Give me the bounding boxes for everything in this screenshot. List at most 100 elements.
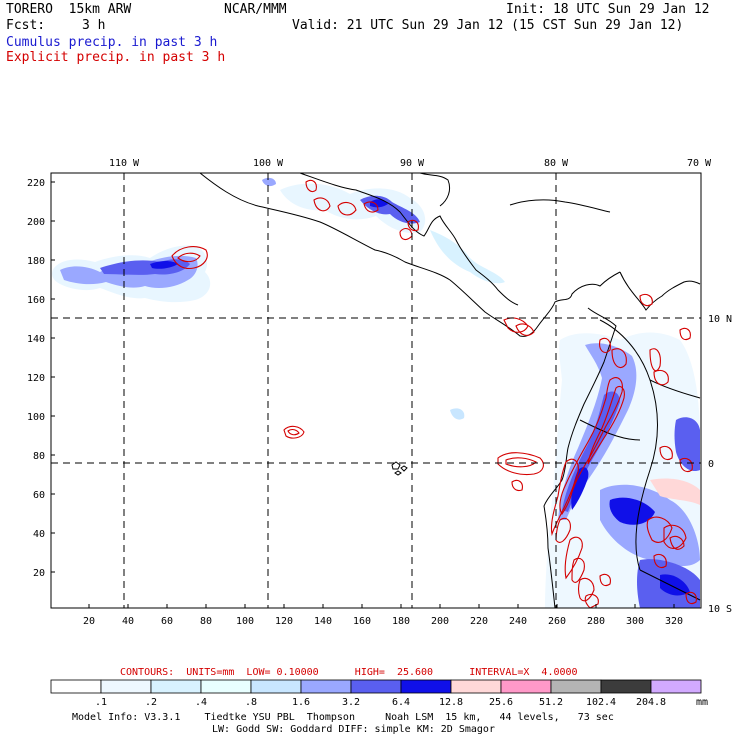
- shade-amazon-pink: [650, 478, 700, 505]
- x-tick-label: 180: [392, 616, 410, 627]
- x-tick-label: 300: [626, 616, 644, 627]
- x-tick-label: 220: [470, 616, 488, 627]
- legend-swatch: [50, 679, 102, 694]
- legend-label: .4: [194, 697, 208, 708]
- legend-swatch: [200, 679, 252, 694]
- x-tick-label: 20: [83, 616, 95, 627]
- forecast-label: Fcst:: [6, 18, 46, 33]
- x-tick-label: 60: [161, 616, 173, 627]
- coast-central-america-caribbean: [299, 173, 519, 306]
- legend-colorbar: [50, 679, 702, 694]
- legend-label: .2: [144, 697, 158, 708]
- legend-swatch: [250, 679, 302, 694]
- legend-swatch: [300, 679, 352, 694]
- legend-label: 12.8: [438, 697, 464, 708]
- x-tick-label: 40: [122, 616, 134, 627]
- legend-swatch: [600, 679, 652, 694]
- contour-pacific: [171, 246, 208, 270]
- x-tick-label: 280: [587, 616, 605, 627]
- coast-cuba: [509, 199, 611, 213]
- border-colombia-peru: [599, 319, 658, 571]
- legend-swatch: [550, 679, 602, 694]
- legend-swatch: [100, 679, 152, 694]
- lon-labels: 110 W 100 W 90 W 80 W 70 W: [109, 158, 712, 169]
- contour-venezuela: [639, 293, 691, 341]
- legend-swatch: [450, 679, 502, 694]
- y-tick-label: 200: [27, 217, 45, 228]
- shade-central-america-south: [430, 230, 505, 284]
- model-title: TORERO 15km ARW: [6, 2, 132, 17]
- shade-central-america-outer: [280, 183, 426, 234]
- field-label-cumulus: Cumulus precip. in past 3 h: [6, 35, 218, 50]
- y-tick-label: 180: [27, 256, 45, 267]
- y-tick-label: 40: [33, 529, 45, 540]
- lon-label: 110 W: [109, 158, 140, 169]
- lon-label: 90 W: [400, 158, 425, 169]
- x-tick-label: 200: [431, 616, 449, 627]
- y-tick-label: 60: [33, 490, 45, 501]
- lat-labels: 10 N 0 10 S: [708, 314, 732, 615]
- legend-label: .8: [244, 697, 258, 708]
- y-tick-label: 140: [27, 334, 45, 345]
- coast-yucatan: [419, 173, 451, 207]
- contour-peru-south: [577, 573, 611, 608]
- model-info-line1: Model Info: V3.3.1 Tiedtke YSU PBL Thomp…: [72, 712, 614, 723]
- contours-info: CONTOURS: UNITS=mm LOW= 0.10000 HIGH= 25…: [120, 667, 578, 678]
- contour-andes-ridge: [559, 377, 623, 515]
- legend-label: 204.8: [635, 697, 667, 708]
- border-peru-bolivia: [639, 569, 701, 601]
- org-label: NCAR/MMM: [224, 2, 287, 17]
- y-tick-label: 220: [27, 178, 45, 189]
- map-frame: [50, 172, 702, 609]
- lon-label: 70 W: [687, 158, 712, 169]
- legend-label: 51.2: [538, 697, 564, 708]
- y-tick-label: 80: [33, 451, 45, 462]
- legend-swatch: [400, 679, 452, 694]
- shade-amazon-east: [674, 417, 700, 472]
- contour-eastern-pacific: [497, 452, 544, 492]
- x-tick-label: 240: [509, 616, 527, 627]
- coast-central-america-pacific: [199, 173, 621, 337]
- contour-peru-east: [646, 516, 687, 550]
- contour-colombia-north: [599, 337, 669, 386]
- contour-andes-inner: [587, 385, 625, 465]
- x-tick-label: 140: [314, 616, 332, 627]
- lat-label: 0: [708, 459, 714, 470]
- legend-label: 102.4: [585, 697, 617, 708]
- contour-gulf-1: [305, 179, 317, 193]
- coast-galapagos: [391, 461, 408, 476]
- legend-swatch: [650, 679, 702, 694]
- shade-pacific-core: [150, 261, 178, 269]
- lon-label: 100 W: [253, 158, 284, 169]
- precip-shading: [52, 177, 700, 608]
- model-info-line2: LW: Godd SW: Goddard DIFF: simple KM: 2D…: [212, 724, 495, 735]
- shade-central-america-core: [370, 199, 388, 208]
- axis-ticks: [51, 181, 675, 608]
- y-tick-labels: 220 200 180 160 140 120 100 80 60 40 20: [27, 178, 45, 579]
- y-tick-label: 20: [33, 568, 45, 579]
- legend-label: 3.2: [341, 697, 361, 708]
- border-ecuador: [579, 419, 641, 441]
- coast-venezuela: [619, 271, 701, 311]
- coast-south-america-pacific: [543, 307, 617, 608]
- contour-bolivia: [653, 553, 697, 605]
- init-time: Init: 18 UTC Sun 29 Jan 12: [506, 2, 710, 17]
- shade-gulf-1: [262, 177, 276, 187]
- x-tick-labels: 20 40 60 80 100 120 140 160 180 200 220 …: [83, 616, 683, 627]
- x-tick-label: 160: [353, 616, 371, 627]
- coastlines: [199, 173, 701, 608]
- lat-lon-grid: [51, 173, 701, 608]
- y-tick-label: 120: [27, 373, 45, 384]
- legend-unit: mm: [696, 697, 709, 708]
- shade-peru-core: [609, 497, 655, 525]
- x-tick-label: 260: [548, 616, 566, 627]
- x-tick-label: 120: [275, 616, 293, 627]
- legend-swatch: [500, 679, 552, 694]
- x-tick-label: 80: [200, 616, 212, 627]
- contour-amazon: [659, 445, 693, 473]
- lat-label: 10 N: [708, 314, 732, 325]
- legend-label: 6.4: [391, 697, 411, 708]
- contour-guatemala: [313, 197, 357, 216]
- legend-swatch: [150, 679, 202, 694]
- legend-labels: .1 .2 .4 .8 1.6 3.2 6.4 12.8 25.6 51.2 102.4 204.8: [0, 697, 740, 709]
